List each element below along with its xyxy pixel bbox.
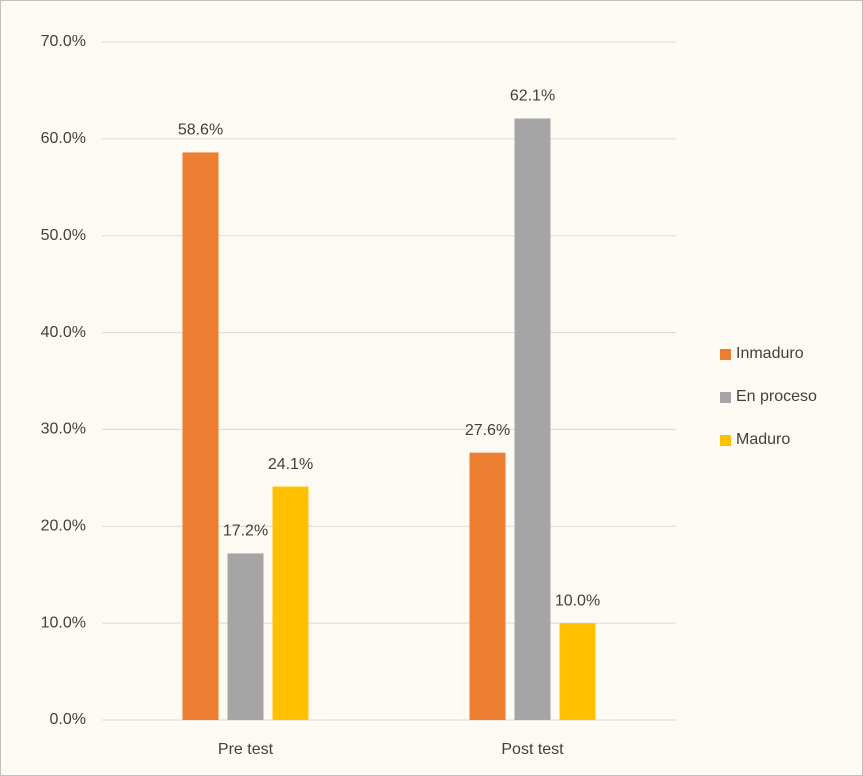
value-label: 10.0% (555, 592, 600, 609)
x-tick-label: Pre test (218, 741, 274, 758)
bar (228, 553, 264, 720)
bar (470, 453, 506, 720)
value-label: 27.6% (465, 422, 510, 439)
value-label: 24.1% (268, 456, 313, 473)
legend-swatch (720, 435, 731, 446)
y-tick-label: 0.0% (50, 711, 86, 728)
y-tick-label: 50.0% (41, 227, 86, 244)
bar (183, 152, 219, 720)
chart: 0.0% 10.0% 20.0% 30.0% 40.0% 50.0% 60.0% 70.0% P… (0, 0, 863, 776)
y-tick-label: 30.0% (41, 421, 86, 438)
value-label: 58.6% (178, 122, 223, 139)
y-tick-label: 60.0% (41, 130, 86, 147)
y-tick-label: 10.0% (41, 614, 86, 631)
y-tick-label: 40.0% (41, 324, 86, 341)
bar (560, 623, 596, 720)
value-label: 62.1% (510, 88, 555, 105)
chart-frame (1, 1, 863, 776)
legend-label: Maduro (736, 431, 790, 448)
bar (515, 119, 551, 720)
bar (273, 487, 309, 720)
y-tick-label: 20.0% (41, 518, 86, 535)
x-tick-label: Post test (501, 741, 564, 758)
legend-swatch (720, 349, 731, 360)
legend-swatch (720, 392, 731, 403)
legend-label: En proceso (736, 388, 817, 405)
value-label: 17.2% (223, 523, 268, 540)
y-tick-label: 70.0% (41, 33, 86, 50)
legend-label: Inmaduro (736, 345, 804, 362)
